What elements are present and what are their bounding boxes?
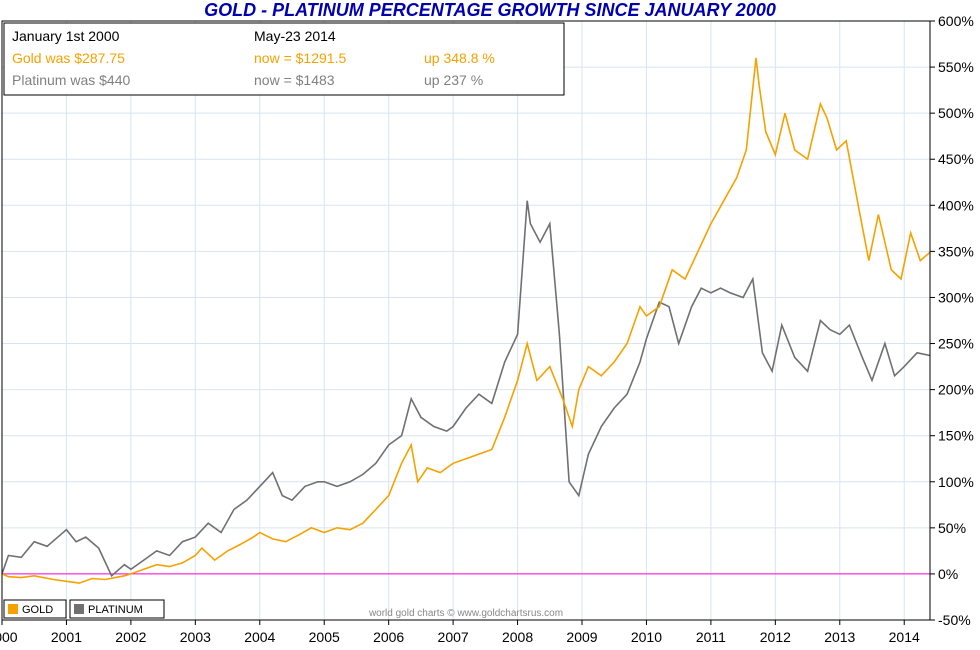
x-tick-label: 2010 bbox=[631, 629, 662, 645]
y-tick-label: 300% bbox=[938, 289, 974, 305]
x-tick-label: 2000 bbox=[0, 629, 18, 645]
x-tick-label: 2006 bbox=[373, 629, 404, 645]
info-cell: May-23 2014 bbox=[254, 28, 336, 44]
y-tick-label: 400% bbox=[938, 197, 974, 213]
info-cell: January 1st 2000 bbox=[12, 28, 120, 44]
y-tick-label: 600% bbox=[938, 13, 974, 29]
x-tick-label: 2012 bbox=[760, 629, 791, 645]
y-tick-label: 350% bbox=[938, 243, 974, 259]
info-cell: Gold was $287.75 bbox=[12, 50, 125, 66]
y-tick-label: 550% bbox=[938, 59, 974, 75]
x-tick-label: 2005 bbox=[309, 629, 340, 645]
legend-label: PLATINUM bbox=[88, 604, 143, 616]
x-tick-label: 2002 bbox=[115, 629, 146, 645]
y-tick-label: 450% bbox=[938, 151, 974, 167]
x-tick-label: 2013 bbox=[824, 629, 855, 645]
y-tick-label: 200% bbox=[938, 382, 974, 398]
attribution: world gold charts © www.goldchartsrus.co… bbox=[368, 608, 563, 619]
info-cell: now = $1483 bbox=[254, 72, 335, 88]
x-tick-label: 2008 bbox=[502, 629, 533, 645]
y-tick-label: 0% bbox=[938, 566, 958, 582]
x-tick-label: 2014 bbox=[889, 629, 920, 645]
y-tick-label: 250% bbox=[938, 336, 974, 352]
x-tick-label: 2004 bbox=[244, 629, 275, 645]
info-cell: up 348.8 % bbox=[424, 50, 495, 66]
info-cell: Platinum was $440 bbox=[12, 72, 131, 88]
x-tick-label: 2001 bbox=[51, 629, 82, 645]
growth-chart: GOLD - PLATINUM PERCENTAGE GROWTH SINCE … bbox=[0, 0, 980, 650]
y-tick-label: -50% bbox=[938, 612, 971, 628]
y-tick-label: 50% bbox=[938, 520, 966, 536]
x-tick-label: 2007 bbox=[438, 629, 469, 645]
y-tick-label: 500% bbox=[938, 105, 974, 121]
x-tick-label: 2011 bbox=[696, 629, 726, 645]
info-cell: now = $1291.5 bbox=[254, 50, 346, 66]
legend-swatch bbox=[74, 604, 84, 614]
legend-label: GOLD bbox=[22, 604, 53, 616]
y-tick-label: 100% bbox=[938, 474, 974, 490]
y-tick-label: 150% bbox=[938, 428, 974, 444]
info-cell: up 237 % bbox=[424, 72, 483, 88]
x-tick-label: 2003 bbox=[180, 629, 211, 645]
legend-swatch bbox=[8, 604, 18, 614]
x-tick-label: 2009 bbox=[566, 629, 597, 645]
chart-title: GOLD - PLATINUM PERCENTAGE GROWTH SINCE … bbox=[204, 0, 776, 20]
